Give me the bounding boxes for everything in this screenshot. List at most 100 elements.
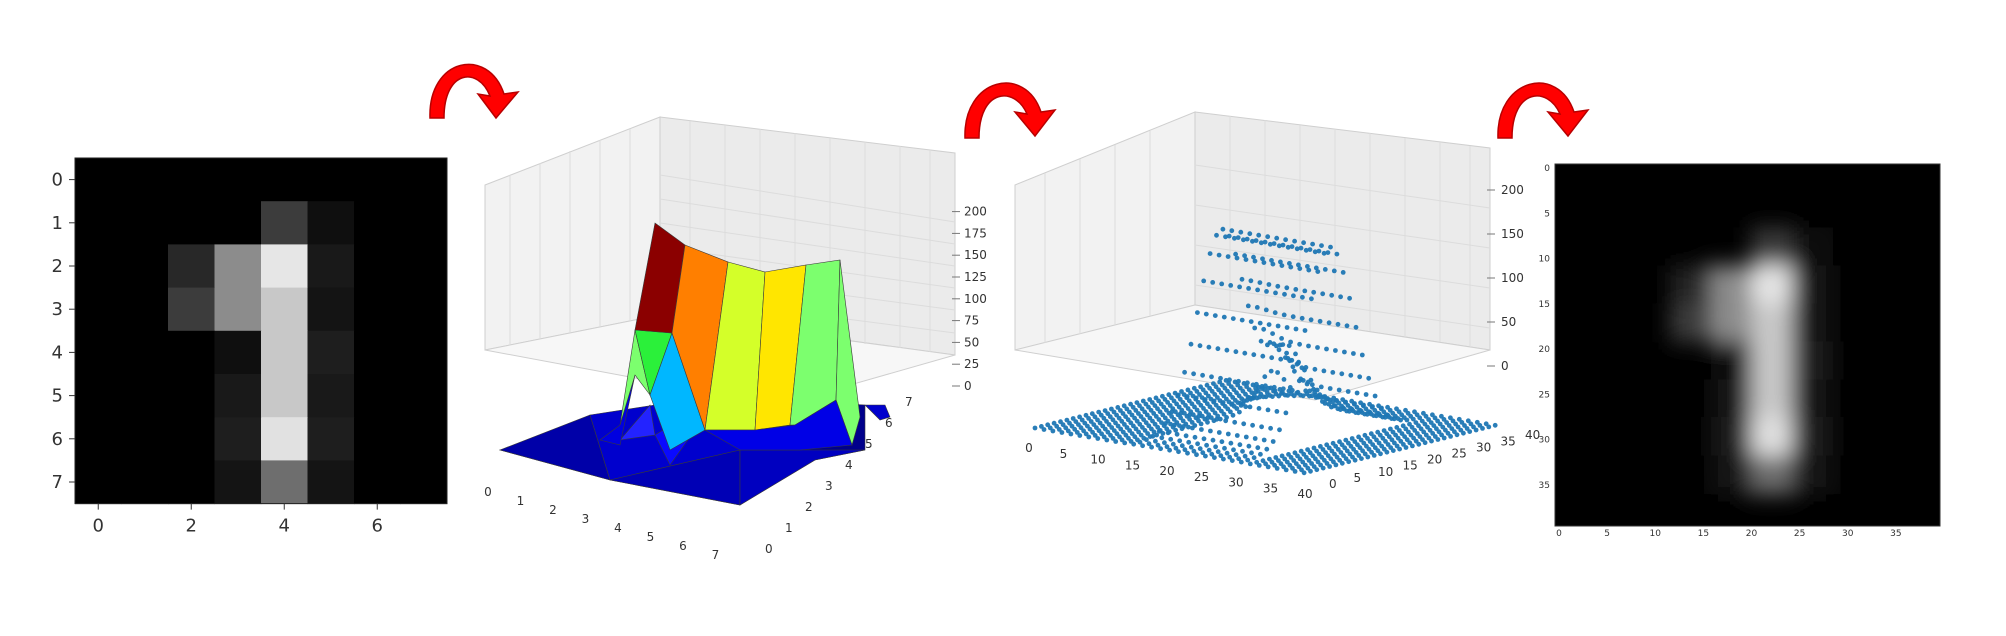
pixel-cell [261,201,308,245]
scatter-point [1448,434,1453,439]
scatter-point [1263,394,1269,400]
x-tick-label: 25 [1794,529,1805,539]
scatter-point [1239,317,1245,323]
x-tick-label: 5 [647,530,655,544]
scatter-point [1492,422,1498,428]
scatter-point [1359,352,1365,358]
y-tick-label: 35 [1539,481,1550,491]
scatter-point [1264,289,1269,294]
scatter-point [1270,331,1275,336]
scatter-point [1304,381,1310,387]
scatter-point [1301,470,1307,476]
scatter-point [1163,421,1168,426]
scatter-point [1193,395,1199,401]
scatter-point [1314,387,1320,393]
scatter-point [1221,411,1227,417]
scatter-point [1260,256,1265,262]
x-tick-label: 20 [1159,464,1174,478]
scatter-point [1153,438,1158,444]
scatter-point [1251,455,1257,461]
pixel-cell [75,417,122,461]
pixel-cell [307,417,355,461]
pixel-cell [75,374,122,418]
scatter-point [1339,460,1345,466]
surface-x-axis: 0 1 2 3 4 5 6 7 [484,485,719,562]
scatter-point [1343,399,1348,405]
scatter-point [1223,418,1229,424]
scatter-point [1211,398,1217,404]
scatter-point [1346,459,1352,465]
scatter-point [1264,446,1270,452]
scatter-point [1255,287,1260,293]
scatter-point [1265,234,1271,240]
scatter-point [1230,412,1236,418]
scatter-point [1155,442,1161,448]
scatter-point [1242,350,1248,356]
scatter-point [1330,399,1335,405]
scatter-point [1288,339,1293,345]
scatter-point [1224,450,1230,456]
scatter-point [1227,454,1233,460]
scatter-point [1331,403,1337,409]
y-tick-label: 0 [1329,477,1337,491]
y-tick-label: 7 [905,395,913,409]
scatter-point [1288,264,1294,270]
scatter-point [1379,405,1384,411]
x-tick-label: 30 [1842,529,1854,539]
scatter-point [1392,440,1397,446]
scatter-point [1266,322,1272,327]
scatter-point [1188,444,1194,450]
x-tick-label: 4 [614,521,622,535]
scatter-point [1233,349,1239,355]
scatter-point [1226,233,1232,239]
scatter-point [1068,431,1074,437]
scatter-point [1236,456,1242,462]
scatter-z-axis: 0 50 100 150 200 [1487,183,1524,373]
scatter-point [1247,231,1253,237]
scatter-point [1376,411,1382,417]
scatter-point [1077,433,1083,438]
scatter-point [1165,430,1171,436]
scatter-point [1241,237,1246,243]
scatter-point [1167,447,1172,453]
pixel-cell [168,287,215,332]
scatter-point [1282,291,1287,297]
scatter-point [1330,370,1336,375]
scatter-point [1261,260,1267,265]
scatter-point [1200,372,1205,378]
scatter-point [1273,290,1278,296]
scatter-point [1315,269,1321,274]
pixel-cell [214,201,262,245]
scatter-point [1113,439,1119,444]
pixel-cell [354,201,401,245]
scatter-axes-box [1014,111,1491,401]
scatter-point [1206,447,1212,453]
pixel-cell [121,417,169,461]
scatter-point [1216,252,1222,258]
scatter-point [1391,416,1397,422]
pixel-cell [121,330,169,375]
scatter-point [1263,383,1268,389]
scatter-point [1312,366,1318,372]
x-tick-label: 0 [484,485,492,499]
scatter-point [1297,341,1302,347]
scatter-point [1267,340,1273,345]
scatter-point [1268,368,1274,374]
scatter-point [1294,390,1300,396]
scatter-point [1250,238,1255,244]
scatter-point [1316,248,1322,254]
pixel-grid [74,157,448,505]
y-tick-label: 40 [1525,428,1540,442]
y-tick-label: 30 [1476,440,1491,454]
scatter-point [1245,303,1251,309]
scatter-point [1461,430,1466,436]
pixel-cell [354,244,401,289]
pixel-cell [400,287,448,332]
pixel-cell [261,287,308,332]
scatter-point [1238,229,1244,235]
scatter-point [1283,410,1289,416]
pixel-image-panel: 0 1 2 3 4 5 6 7 0 2 4 6 [52,157,448,537]
scatter-point [1258,451,1263,457]
scatter-point [1170,441,1176,447]
